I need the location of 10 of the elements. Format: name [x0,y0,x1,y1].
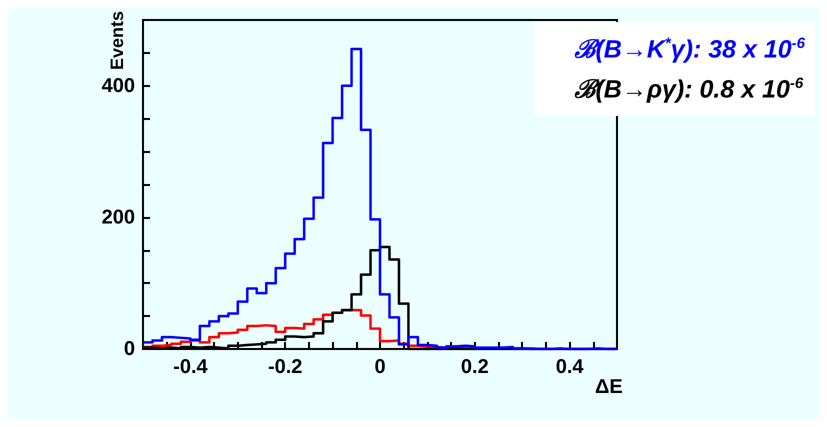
x-tick-label: 0.2 [460,356,489,378]
x-tick-label: 0.4 [556,356,584,378]
y-tick-label: 0 [124,338,135,360]
y-tick-label: 200 [102,206,135,228]
y-axis-title: Events [107,10,127,70]
x-axis-title: ΔE [595,376,623,398]
x-tick-label: -0.2 [268,356,302,378]
x-tick-label: -0.4 [173,356,209,378]
y-tick-label: 400 [102,74,135,97]
x-tick-label: 0 [374,356,386,378]
